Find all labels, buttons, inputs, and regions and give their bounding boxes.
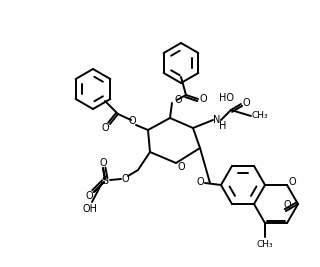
Text: O: O bbox=[121, 174, 129, 184]
Text: HO: HO bbox=[220, 93, 235, 103]
Text: N: N bbox=[213, 115, 221, 125]
Text: CH₃: CH₃ bbox=[257, 239, 273, 249]
Text: CH₃: CH₃ bbox=[252, 112, 268, 120]
Text: O: O bbox=[283, 200, 291, 210]
Text: OH: OH bbox=[83, 204, 98, 214]
Text: S: S bbox=[101, 176, 108, 186]
Text: O: O bbox=[288, 177, 296, 187]
Text: O: O bbox=[199, 94, 207, 104]
Text: O: O bbox=[177, 162, 185, 172]
Text: H: H bbox=[219, 121, 227, 131]
Text: O: O bbox=[99, 158, 107, 168]
Text: O: O bbox=[128, 116, 136, 126]
Text: O: O bbox=[85, 191, 93, 201]
Text: O: O bbox=[101, 123, 109, 133]
Text: O: O bbox=[196, 177, 204, 187]
Text: O: O bbox=[174, 95, 182, 105]
Text: O: O bbox=[242, 98, 250, 108]
